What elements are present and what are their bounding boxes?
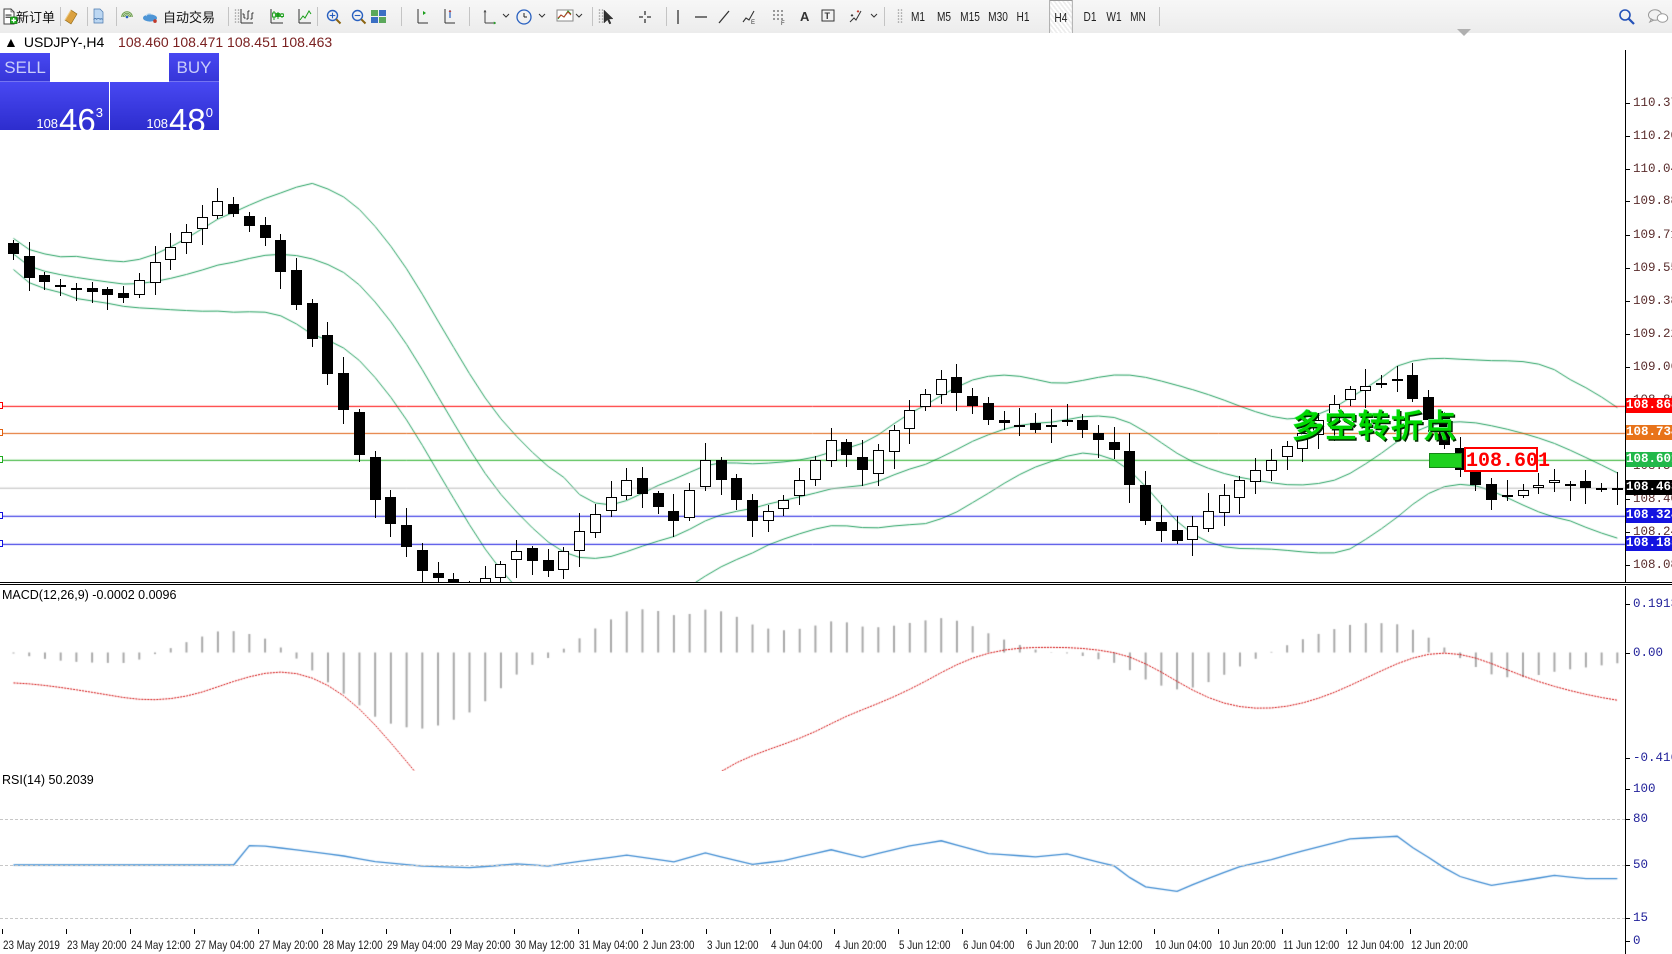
svg-text:T: T xyxy=(825,11,831,21)
svg-text:E: E xyxy=(751,20,755,26)
svg-text:A: A xyxy=(800,9,810,24)
svg-text:F: F xyxy=(781,21,785,26)
